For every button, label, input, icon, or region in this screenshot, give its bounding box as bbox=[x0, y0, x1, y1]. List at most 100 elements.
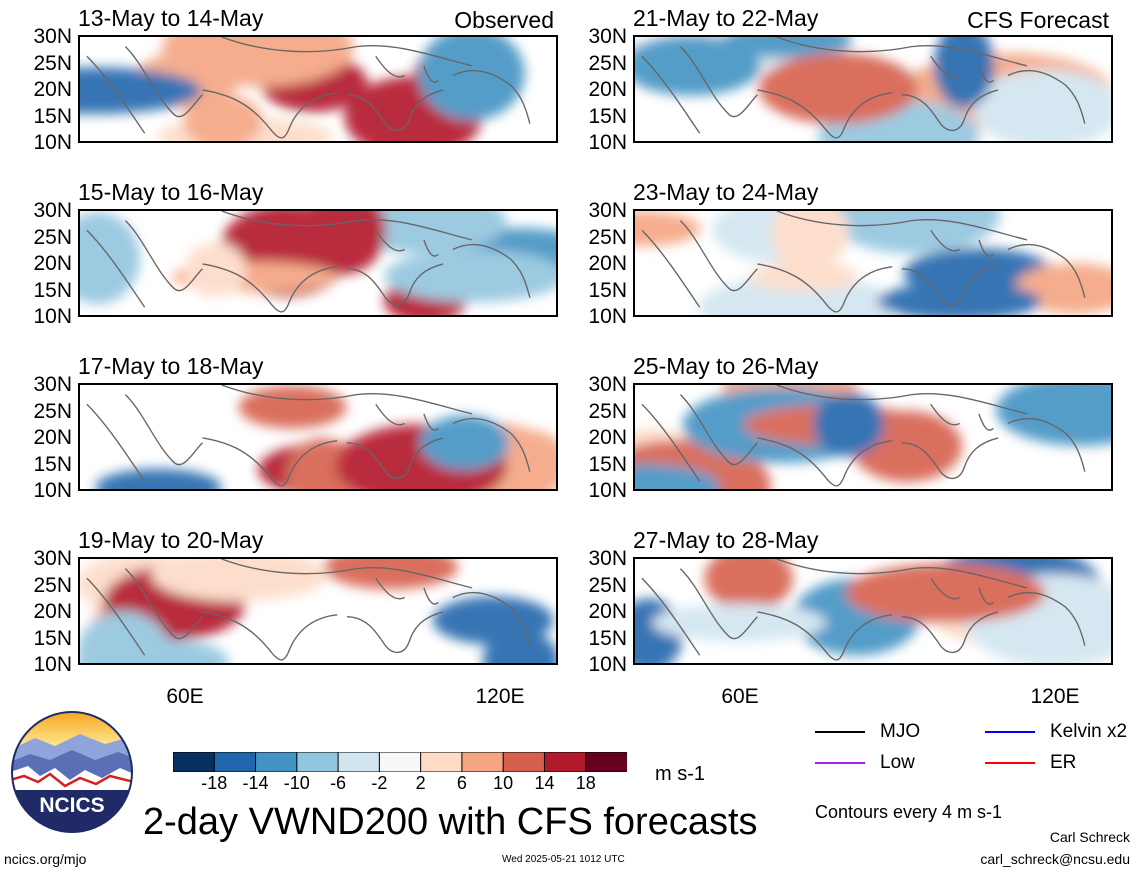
colorbar-swatch bbox=[378, 751, 422, 773]
lat-label: 10N bbox=[33, 479, 72, 502]
lat-label: 15N bbox=[33, 626, 72, 650]
colorbar-swatch bbox=[255, 751, 298, 773]
panel-title: 25-May to 26-May bbox=[633, 353, 819, 379]
lat-label: 15N bbox=[588, 452, 627, 476]
map-panel bbox=[633, 209, 1113, 317]
map-panel bbox=[78, 35, 558, 143]
colorbar-swatch bbox=[461, 751, 505, 773]
colorbar-tick-label: -2 bbox=[371, 773, 388, 793]
legend-label: ER bbox=[1050, 752, 1077, 773]
map-panel bbox=[78, 383, 558, 491]
panel-tag: CFS Forecast bbox=[967, 7, 1109, 33]
logo-text: NCICS bbox=[39, 794, 104, 817]
legend-line-swatch bbox=[985, 731, 1035, 733]
lat-label: 20N bbox=[33, 426, 72, 449]
lat-label: 25N bbox=[33, 573, 72, 597]
ncics-logo: NCICS bbox=[10, 710, 134, 834]
footer-timestamp: Wed 2025-05-21 1012 UTC bbox=[502, 854, 625, 865]
panel-title: 27-May to 28-May bbox=[633, 527, 819, 553]
map-panel bbox=[633, 557, 1113, 665]
lat-label: 30N bbox=[588, 25, 627, 48]
legend-line-swatch bbox=[815, 762, 865, 764]
panel-title: 21-May to 22-May bbox=[633, 5, 819, 31]
lat-label: 20N bbox=[588, 426, 627, 449]
lat-label: 15N bbox=[33, 278, 72, 302]
legend-line-swatch bbox=[985, 762, 1035, 764]
lat-label: 30N bbox=[588, 373, 627, 396]
lat-label: 25N bbox=[588, 399, 627, 423]
lat-label: 25N bbox=[588, 573, 627, 597]
lat-label: 10N bbox=[33, 653, 72, 676]
lat-label: 20N bbox=[588, 252, 627, 275]
lat-label: 25N bbox=[33, 399, 72, 423]
panel-title: 23-May to 24-May bbox=[633, 179, 819, 205]
lon-label: 120E bbox=[1030, 685, 1080, 708]
lat-label: 25N bbox=[588, 225, 627, 249]
lon-label: 120E bbox=[475, 685, 525, 708]
legend-label: Kelvin x2 bbox=[1050, 721, 1128, 742]
lat-label: 15N bbox=[588, 104, 627, 128]
lat-label: 20N bbox=[33, 78, 72, 101]
colorbar-swatch bbox=[172, 751, 216, 773]
lat-label: 30N bbox=[33, 547, 72, 570]
colorbar-tick-label: -14 bbox=[242, 773, 269, 793]
colorbar-swatch bbox=[296, 751, 340, 773]
lon-label: 60E bbox=[721, 685, 759, 708]
lat-label: 25N bbox=[33, 225, 72, 249]
legend-label: Low bbox=[880, 752, 915, 773]
colorbar-tick-label: 6 bbox=[456, 773, 467, 793]
colorbar-swatch bbox=[213, 751, 257, 773]
colorbar-units: m s-1 bbox=[655, 763, 705, 785]
footer-url[interactable]: ncics.org/mjo bbox=[4, 851, 87, 867]
lat-label: 25N bbox=[588, 51, 627, 75]
lat-label: 10N bbox=[588, 479, 627, 502]
author-name: Carl Schreck bbox=[1049, 829, 1130, 845]
colorbar-tick-label: -6 bbox=[330, 773, 347, 793]
panel-title: 17-May to 18-May bbox=[78, 353, 264, 379]
panel-title: 15-May to 16-May bbox=[78, 179, 264, 205]
lat-label: 20N bbox=[33, 600, 72, 623]
colorbar-swatch bbox=[337, 751, 381, 773]
colorbar-swatches bbox=[172, 751, 629, 773]
colorbar bbox=[172, 751, 629, 773]
colorbar-tick-label: 10 bbox=[493, 773, 514, 793]
lat-label: 15N bbox=[33, 452, 72, 476]
contour-note: Contours every 4 m s-1 bbox=[815, 802, 1003, 822]
lat-label: 10N bbox=[33, 131, 72, 154]
lat-label: 30N bbox=[33, 199, 72, 222]
author-email[interactable]: carl_schreck@ncsu.edu bbox=[980, 851, 1130, 867]
colorbar-swatch bbox=[502, 751, 546, 773]
lat-label: 15N bbox=[588, 278, 627, 302]
lat-label: 10N bbox=[588, 653, 627, 676]
panel-tag: Observed bbox=[454, 7, 554, 33]
colorbar-tick-label: 18 bbox=[575, 773, 596, 793]
lat-label: 10N bbox=[33, 305, 72, 328]
lat-label: 15N bbox=[588, 626, 627, 650]
map-panel bbox=[633, 35, 1113, 143]
legend-label: MJO bbox=[880, 721, 921, 742]
lon-label: 60E bbox=[166, 685, 204, 708]
panel-title: 13-May to 14-May bbox=[78, 5, 264, 31]
lat-label: 15N bbox=[33, 104, 72, 128]
map-panel bbox=[78, 557, 558, 665]
colorbar-tick-label: -18 bbox=[201, 773, 228, 793]
lat-label: 30N bbox=[588, 547, 627, 570]
lat-label: 20N bbox=[588, 78, 627, 101]
map-panel bbox=[78, 209, 558, 317]
panel-title: 19-May to 20-May bbox=[78, 527, 264, 553]
colorbar-swatch bbox=[543, 751, 587, 773]
colorbar-tick-label: 14 bbox=[534, 773, 555, 793]
lat-label: 30N bbox=[33, 373, 72, 396]
lat-label: 25N bbox=[33, 51, 72, 75]
colorbar-swatch bbox=[585, 751, 629, 773]
legend-line-swatch bbox=[815, 731, 865, 733]
lat-label: 20N bbox=[588, 600, 627, 623]
colorbar-tick-label: 2 bbox=[415, 773, 426, 793]
map-panel bbox=[633, 383, 1113, 491]
colorbar-tick-label: -10 bbox=[283, 773, 310, 793]
lat-label: 10N bbox=[588, 131, 627, 154]
colorbar-swatch bbox=[420, 751, 463, 773]
lat-label: 20N bbox=[33, 252, 72, 275]
lat-label: 30N bbox=[33, 25, 72, 48]
lat-label: 10N bbox=[588, 305, 627, 328]
